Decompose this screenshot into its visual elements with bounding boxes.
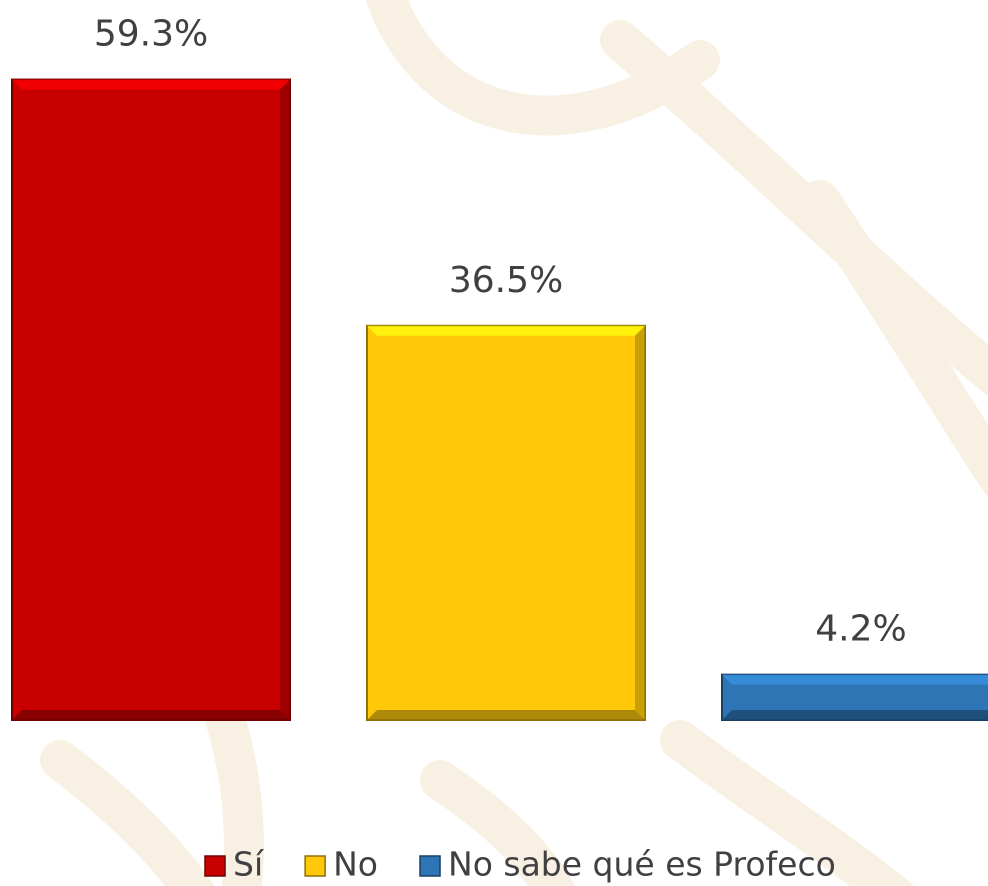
bar	[366, 324, 646, 721]
bar-bevel	[280, 79, 290, 720]
legend-label: No sabe qué es Profeco	[448, 845, 836, 884]
legend-label: No	[333, 845, 378, 884]
bar-bevel	[722, 674, 988, 685]
data-label: 4.2%	[815, 609, 906, 650]
bar-bevel	[367, 710, 645, 720]
data-label: 36.5%	[449, 260, 563, 301]
bar	[11, 78, 291, 721]
bar-bevel	[12, 79, 290, 90]
bar-bevel	[12, 710, 290, 720]
bar-bevel	[367, 325, 645, 336]
legend-swatch	[419, 855, 441, 877]
bar-bevel	[635, 325, 645, 720]
bar-bevel	[722, 710, 988, 720]
legend-swatch	[304, 855, 326, 877]
legend: Sí No No sabe qué es Profeco	[204, 845, 836, 884]
data-label: 59.3%	[94, 14, 208, 55]
legend-swatch	[204, 855, 226, 877]
legend-label: Sí	[233, 845, 265, 884]
